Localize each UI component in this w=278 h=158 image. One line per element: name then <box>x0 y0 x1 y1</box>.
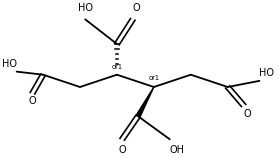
Text: or1: or1 <box>111 64 122 70</box>
Text: OH: OH <box>170 145 185 155</box>
Text: O: O <box>133 3 140 13</box>
Text: HO: HO <box>78 3 93 13</box>
Text: HO: HO <box>2 59 17 69</box>
Polygon shape <box>136 87 154 117</box>
Text: O: O <box>244 109 251 118</box>
Text: O: O <box>118 145 126 155</box>
Text: or1: or1 <box>148 75 159 81</box>
Text: HO: HO <box>259 68 274 78</box>
Text: O: O <box>29 96 36 106</box>
